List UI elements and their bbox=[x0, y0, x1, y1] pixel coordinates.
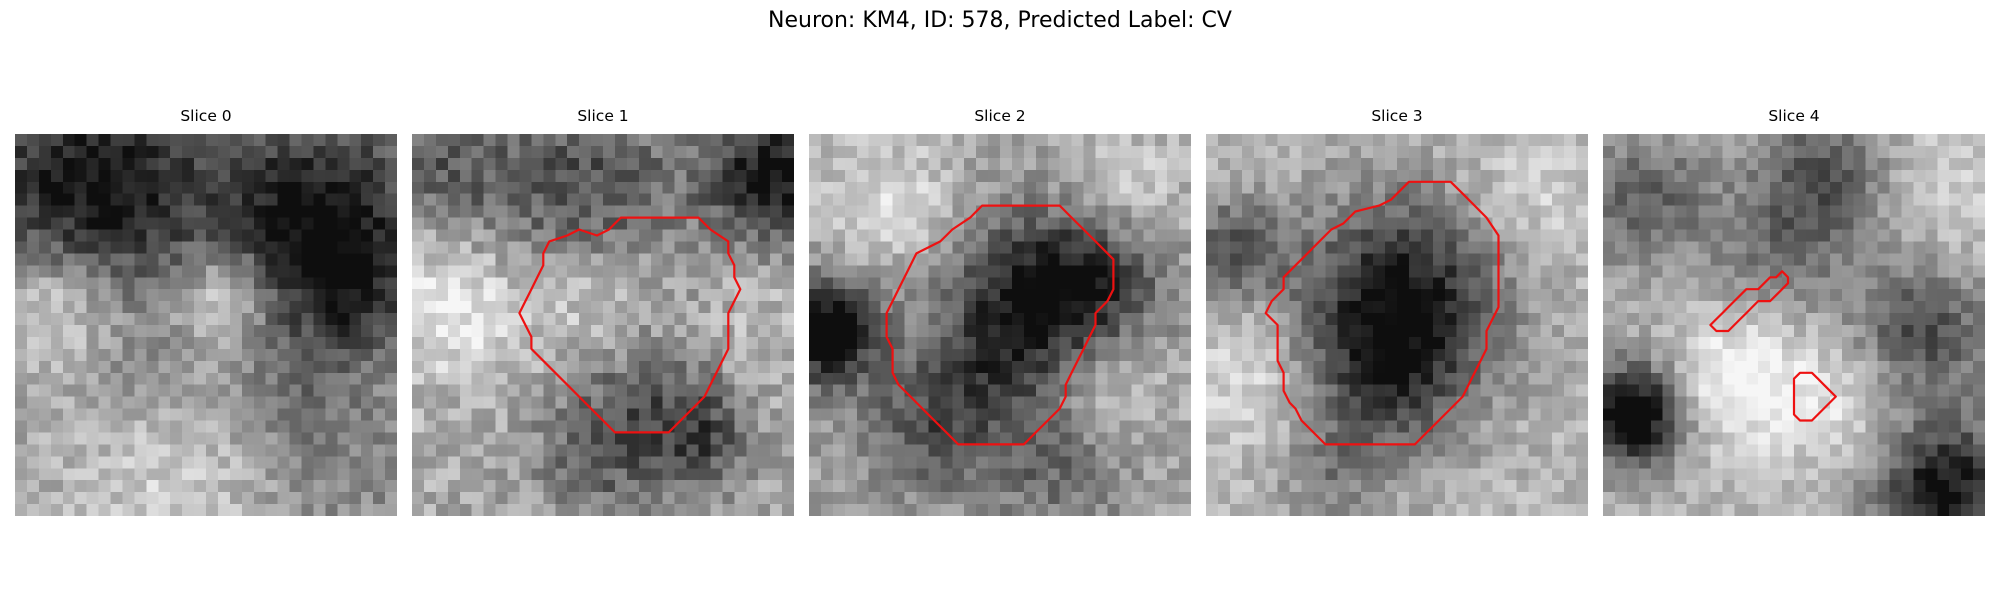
slice-title-2: Slice 2 bbox=[974, 107, 1026, 125]
slice-title-4: Slice 4 bbox=[1768, 107, 1820, 125]
slice-panel-1: Slice 1 bbox=[412, 104, 794, 516]
slice-panel-2: Slice 2 bbox=[809, 104, 1191, 516]
slice-title-0: Slice 0 bbox=[180, 107, 232, 125]
pixel-grid bbox=[412, 134, 794, 516]
pixel-grid bbox=[1603, 134, 1985, 516]
pixel-grid bbox=[15, 134, 397, 516]
microscopy-slice-image-3 bbox=[1206, 134, 1588, 516]
figure-title: Neuron: KM4, ID: 578, Predicted Label: C… bbox=[768, 8, 1232, 33]
pixel-grid bbox=[1206, 134, 1588, 516]
microscopy-slice-image-0 bbox=[15, 134, 397, 516]
segmentation-contour-0 bbox=[885, 204, 1115, 446]
slice-title-1: Slice 1 bbox=[577, 107, 629, 125]
pixel-grid bbox=[809, 134, 1191, 516]
microscopy-slice-image-1 bbox=[412, 134, 794, 516]
slice-panel-4: Slice 4 bbox=[1603, 104, 1985, 516]
microscopy-slice-image-2 bbox=[809, 134, 1191, 516]
segmentation-contour-0 bbox=[518, 216, 742, 434]
segmentation-contour-0 bbox=[1709, 270, 1790, 333]
slice-title-3: Slice 3 bbox=[1371, 107, 1423, 125]
segmentation-contour-1 bbox=[1792, 371, 1837, 422]
microscopy-slice-image-4 bbox=[1603, 134, 1985, 516]
segmentation-contour-0 bbox=[1264, 180, 1500, 446]
slice-panel-0: Slice 0 bbox=[15, 104, 397, 516]
slice-panel-3: Slice 3 bbox=[1206, 104, 1588, 516]
